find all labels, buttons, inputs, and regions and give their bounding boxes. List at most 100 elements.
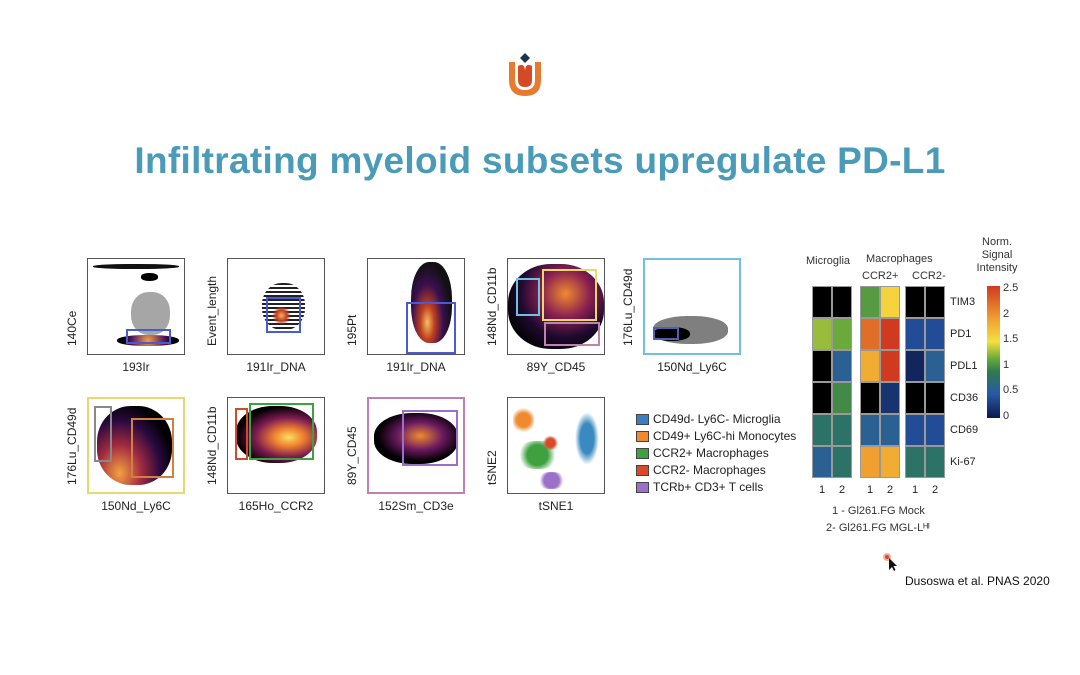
y-axis-label: 148Nd_CD11b: [205, 406, 219, 486]
heatmap-col-label: 2: [887, 484, 894, 496]
colorbar-title-line: Intensity: [976, 262, 1018, 274]
footnote: 1 - Gl261.FG Mock: [832, 505, 925, 517]
heatmap-cell: [812, 382, 832, 414]
legend-item: CD49d- Ly6C- Microglia: [636, 412, 796, 426]
density-cloud: [271, 306, 293, 324]
heatmap-cell: [905, 318, 925, 350]
heatmap-cell: [832, 350, 852, 382]
density-cloud: [541, 436, 559, 451]
gate: [544, 321, 601, 347]
heatmap-cell: [905, 382, 925, 414]
y-axis-label: tSNE2: [485, 450, 499, 485]
legend-swatch: [636, 447, 649, 459]
group-sublabel-ccr2-pos: CCR2+: [862, 270, 899, 282]
y-axis-label: 176Lu_CD49d: [621, 268, 635, 346]
gate: [126, 329, 171, 345]
x-axis-label: 191Ir_DNA: [386, 360, 446, 374]
legend-label: CCR2+ Macrophages: [653, 446, 769, 460]
slide-title: Infiltrating myeloid subsets upregulate …: [134, 140, 946, 181]
legend-item: CD49+ Ly6C-hi Monocytes: [636, 429, 796, 443]
scatter-plot: [227, 258, 325, 355]
colorbar: [987, 286, 1000, 418]
colorbar-title-line: Signal: [981, 249, 1013, 261]
heatmap-cell: [860, 350, 880, 382]
heatmap-cell: [880, 382, 900, 414]
heatmap-row-label: PD1: [950, 328, 972, 340]
heatmap-cell: [812, 350, 832, 382]
gate: [652, 326, 679, 340]
legend-item: CCR2- Macrophages: [636, 463, 796, 477]
heatmap-cell: [925, 414, 945, 446]
heatmap-cell: [812, 286, 832, 318]
gate: [234, 407, 249, 460]
heatmap-cell: [832, 286, 852, 318]
heatmap-row-label: CD36: [950, 392, 979, 404]
heatmap-cell: [860, 318, 880, 350]
heatmap-col-label: 2: [839, 484, 846, 496]
footnote: 2- Gl261.FG MGL-Lᴴᴵ: [826, 522, 930, 534]
scatter-plot: [87, 258, 185, 355]
y-axis-label: 148Nd_CD11b: [485, 267, 499, 347]
heatmap-col-label: 1: [819, 484, 826, 496]
heatmap-cell: [880, 318, 900, 350]
heatmap-cell: [812, 318, 832, 350]
heatmap-cell: [880, 446, 900, 478]
heatmap-cell: [905, 414, 925, 446]
heatmap-col-label: 1: [912, 484, 919, 496]
scatter-plot: [367, 258, 465, 355]
heatmap-cell: [880, 414, 900, 446]
legend-swatch: [636, 481, 649, 493]
legend-label: CD49+ Ly6C-hi Monocytes: [653, 429, 796, 443]
x-axis-label: 150Nd_Ly6C: [657, 360, 727, 374]
gate: [249, 402, 315, 460]
heatmap-cell: [860, 286, 880, 318]
group-sublabel-ccr2-neg: CCR2-: [912, 270, 946, 282]
gate: [131, 417, 174, 479]
legend-item: TCRb+ CD3+ T cells: [636, 480, 796, 494]
heatmap-cell: [925, 286, 945, 318]
density-cloud: [373, 412, 459, 465]
legend-item: CCR2+ Macrophages: [636, 446, 796, 460]
heatmap-cell: [860, 382, 880, 414]
y-axis-label: 176Lu_CD49d: [65, 407, 79, 485]
x-axis-label: 193Ir: [122, 360, 150, 374]
group-label-macrophages: Macrophages: [866, 253, 933, 265]
density-cloud: [512, 405, 534, 435]
heatmap-cell: [832, 446, 852, 478]
scatter-plot: [87, 397, 185, 494]
x-axis-label: 89Y_CD45: [526, 360, 586, 374]
x-axis-label: tSNE1: [538, 499, 574, 513]
heatmap-row-label: Ki-67: [950, 456, 976, 468]
gate: [541, 268, 598, 321]
density-cloud: [96, 406, 172, 486]
colorbar-tick-label: 2.5: [1003, 282, 1019, 294]
density-cloud: [92, 263, 180, 269]
legend-swatch: [636, 413, 649, 425]
gate: [406, 301, 457, 354]
legend-label: CCR2- Macrophages: [653, 463, 766, 477]
heatmap-cell: [812, 446, 832, 478]
heatmap-cell: [925, 382, 945, 414]
density-cloud: [131, 292, 170, 335]
gate: [401, 410, 459, 466]
scatter-plot: [643, 258, 741, 355]
scatter-plot: [367, 397, 465, 494]
heatmap-cell: [812, 414, 832, 446]
group-label-microglia: Microglia: [806, 255, 851, 267]
tsne-plot: [507, 397, 605, 494]
colorbar-tick-label: 0.5: [1003, 384, 1019, 396]
colorbar-tick-label: 1.5: [1003, 333, 1019, 345]
heatmap-cell: [925, 446, 945, 478]
heatmap-cell: [860, 414, 880, 446]
heatmap-cell: [880, 350, 900, 382]
x-axis-label: 191Ir_DNA: [246, 360, 306, 374]
y-axis-label: Event_length: [205, 275, 219, 346]
gate: [93, 406, 113, 463]
gate: [266, 297, 301, 334]
x-axis-label: 152Sm_CD3e: [378, 499, 454, 513]
legend-swatch: [636, 430, 649, 442]
density-cloud: [140, 273, 159, 281]
heatmap-cell: [832, 318, 852, 350]
tulip-u-logo: [505, 50, 545, 98]
heatmap-cell: [832, 414, 852, 446]
